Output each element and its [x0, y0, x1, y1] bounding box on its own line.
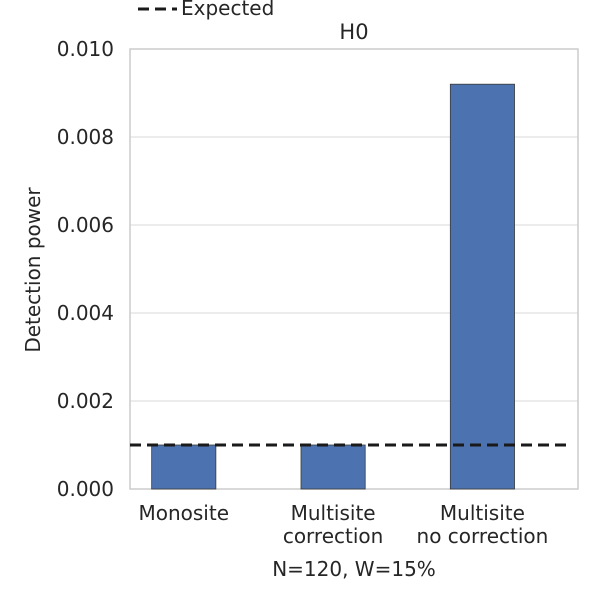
y-tick-label: 0.004 [57, 301, 114, 325]
legend-expected-label: Expected [181, 0, 274, 20]
x-tick-label: no correction [417, 524, 549, 548]
y-axis-label: Detection power [21, 187, 45, 353]
y-tick-label: 0.006 [57, 213, 114, 237]
y-tick-label: 0.008 [57, 125, 114, 149]
x-tick-label: correction [283, 524, 384, 548]
x-tick-label: Multisite [291, 501, 376, 525]
legend: Expected [138, 0, 274, 20]
x-tick-label: Monosite [138, 501, 229, 525]
x-tick-label: Multisite [440, 501, 525, 525]
bar [151, 444, 217, 490]
plot-area: 0.000 0.002 0.004 0.006 0.008 0.010 Monosite Mu… [57, 37, 579, 548]
y-tick-label: 0.000 [57, 477, 114, 501]
x-axis-label: N=120, W=15% [272, 557, 436, 581]
y-tick-label: 0.010 [57, 37, 114, 61]
chart-title: H0 [339, 20, 368, 44]
y-tick-label: 0.002 [57, 389, 114, 413]
bar [449, 83, 515, 490]
bar [300, 444, 366, 490]
